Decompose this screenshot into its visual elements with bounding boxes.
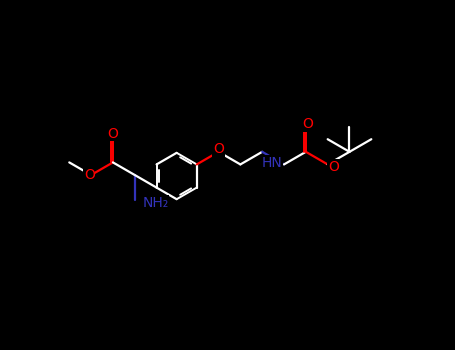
Text: O: O — [213, 142, 224, 156]
Text: O: O — [328, 160, 339, 174]
Text: HN: HN — [262, 156, 282, 170]
Text: O: O — [107, 127, 118, 141]
Text: NH₂: NH₂ — [142, 196, 169, 210]
Text: O: O — [303, 117, 313, 131]
Text: O: O — [84, 168, 95, 182]
